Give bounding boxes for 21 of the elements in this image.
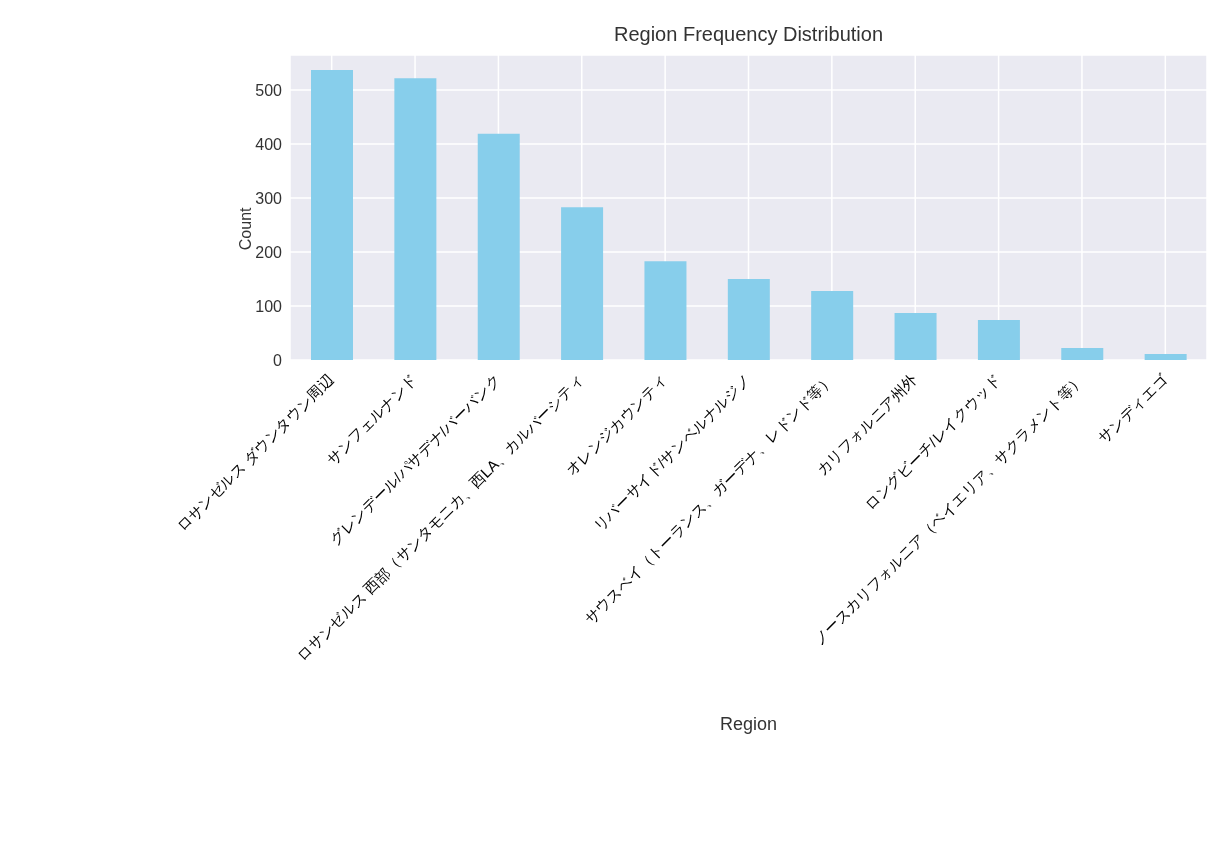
bar xyxy=(727,279,770,360)
y-axis-title: Count xyxy=(236,206,254,251)
bar xyxy=(394,78,437,360)
bar xyxy=(1144,354,1187,360)
y-tick-label: 300 xyxy=(255,189,283,207)
bar xyxy=(894,313,937,360)
y-tick-label: 0 xyxy=(273,351,283,369)
bar xyxy=(977,320,1020,360)
bar xyxy=(311,70,353,360)
x-axis-title: Region xyxy=(719,714,778,734)
y-tick-label: 500 xyxy=(255,81,283,99)
bar xyxy=(1061,348,1104,360)
bar xyxy=(561,207,604,360)
y-tick-label: 100 xyxy=(255,297,283,315)
chart-title: Region Frequency Distribution xyxy=(613,23,884,46)
bar xyxy=(644,261,687,360)
y-tick-label: 200 xyxy=(255,243,283,261)
bar xyxy=(477,133,520,360)
y-tick-label: 400 xyxy=(255,135,283,153)
x-tick-label: サンディエゴ xyxy=(1094,370,1171,447)
bar xyxy=(811,290,854,360)
